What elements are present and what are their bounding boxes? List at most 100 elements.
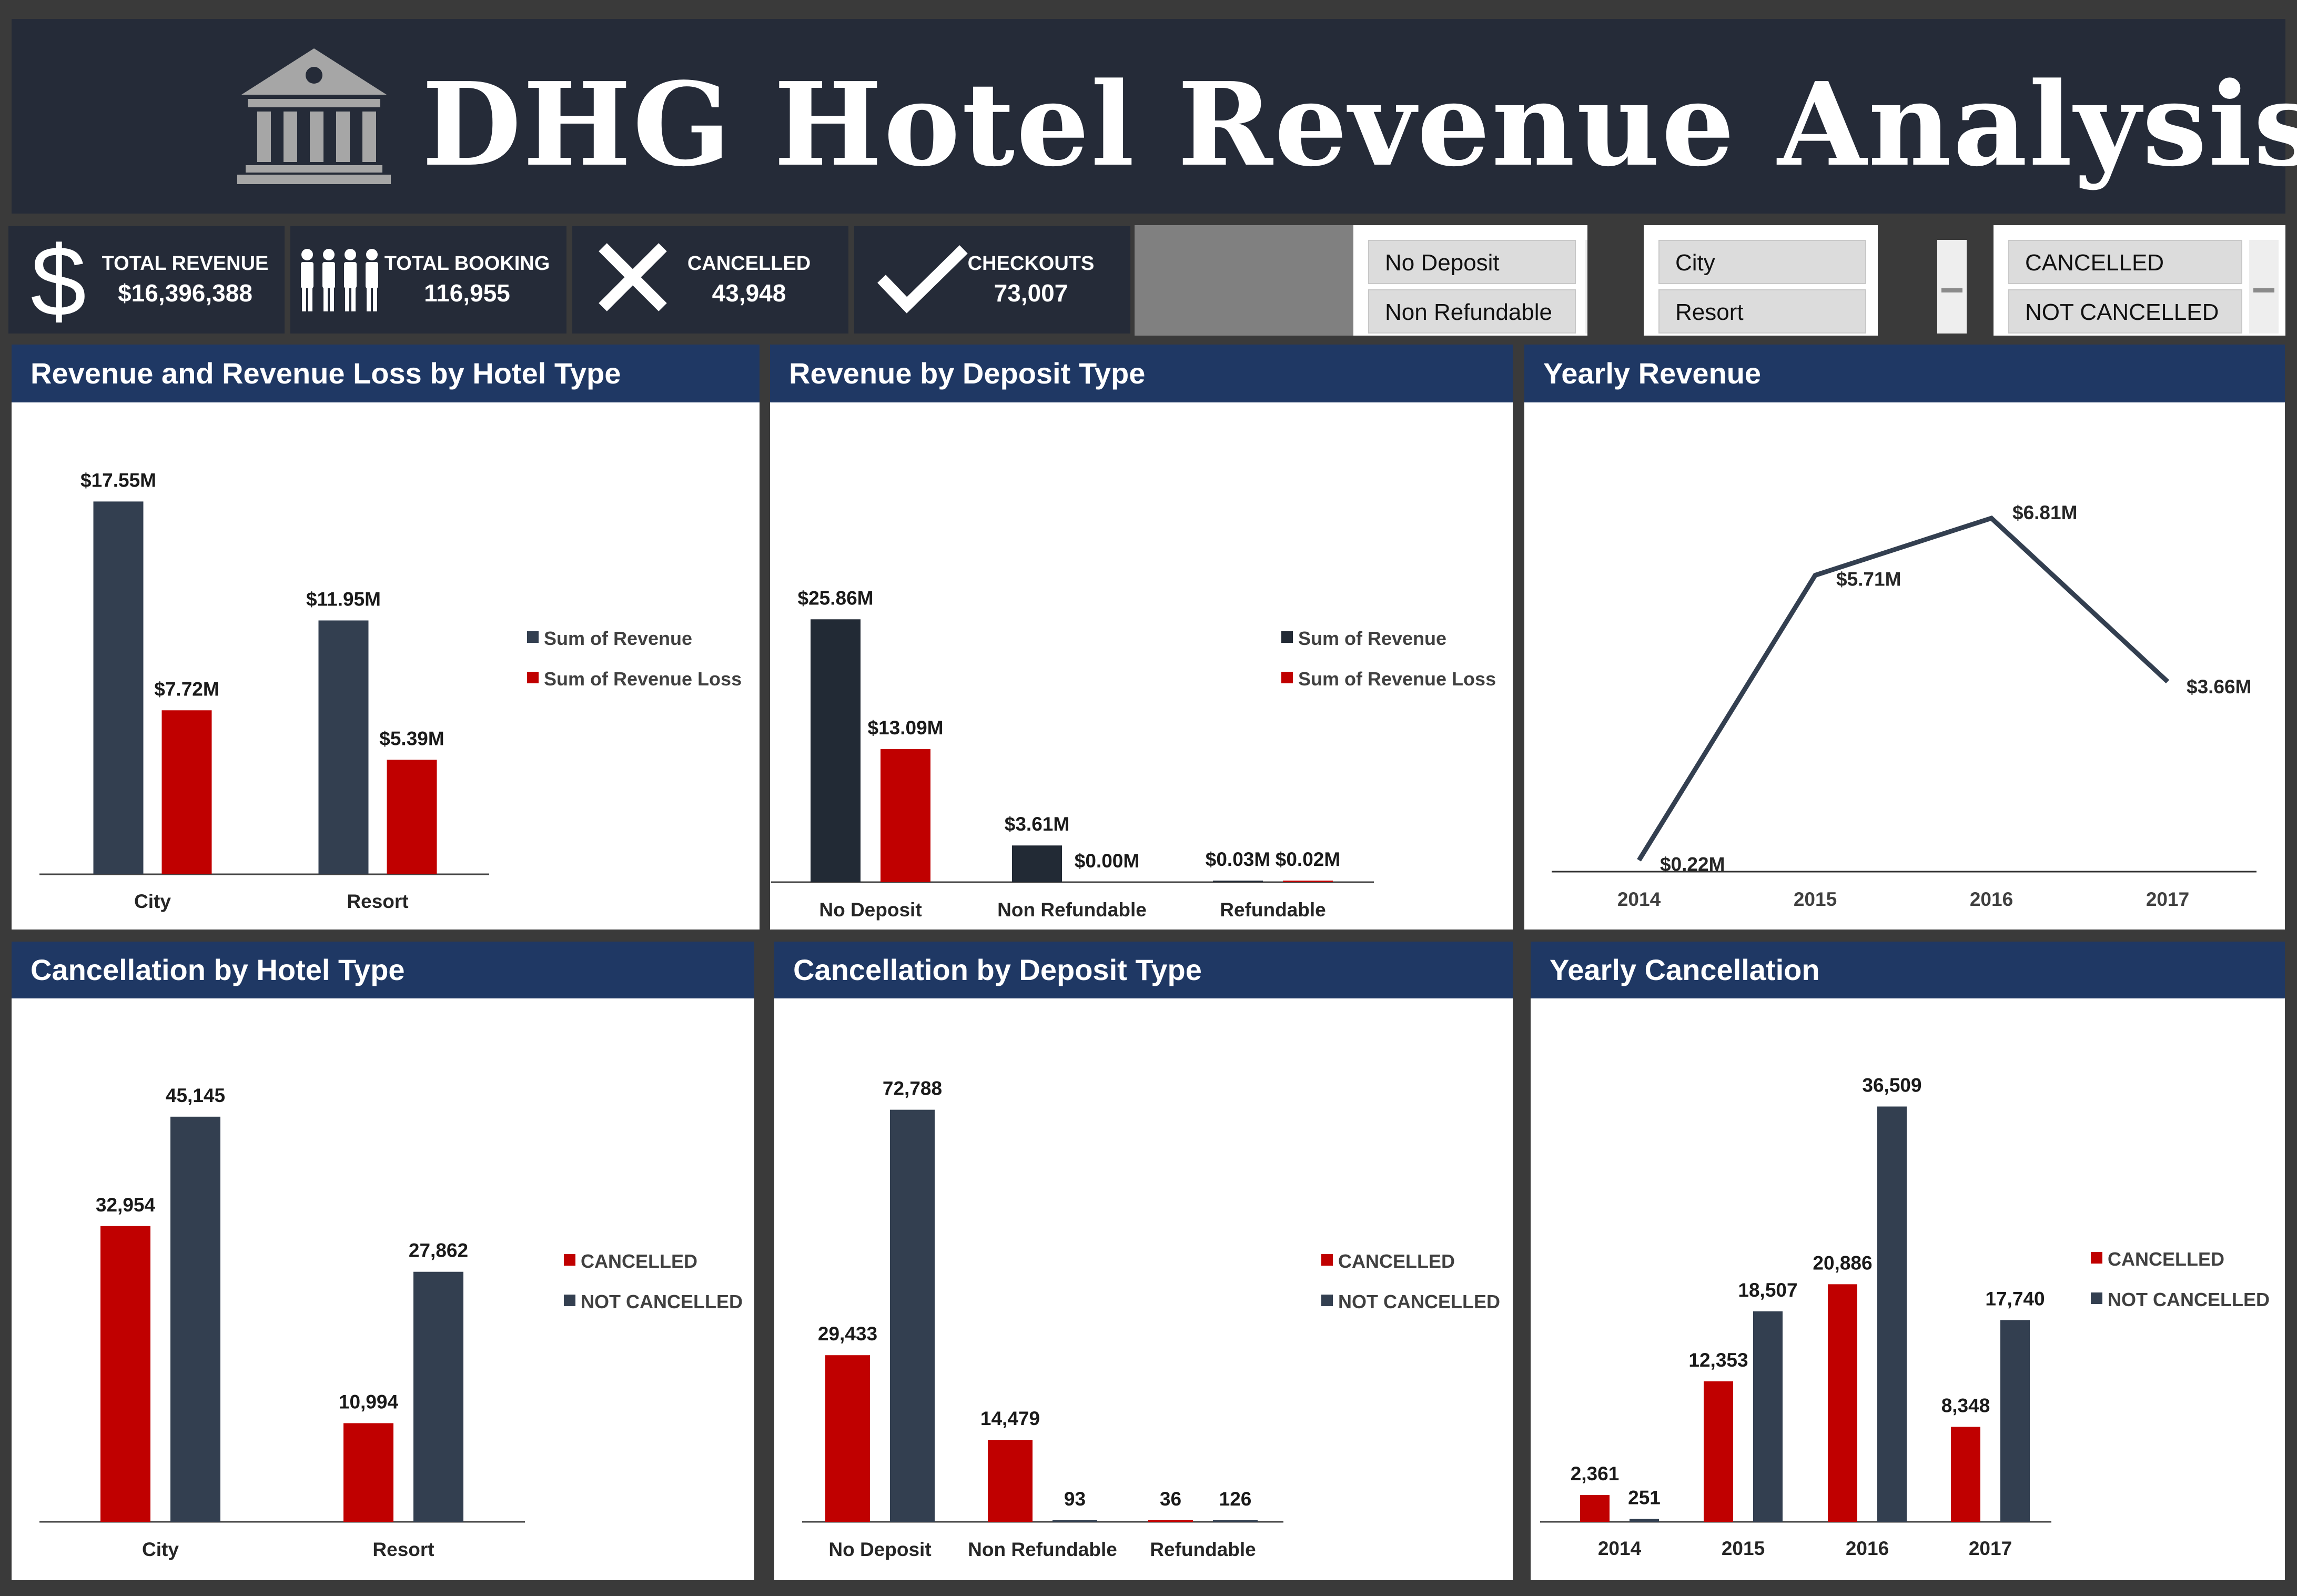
scrollbar-thumb[interactable]	[1941, 288, 1962, 292]
kpi-value: $16,396,388	[118, 279, 252, 307]
bar	[2000, 1320, 2030, 1522]
x-icon	[599, 243, 667, 311]
category-label: 2015	[1722, 1538, 1765, 1559]
legend-swatch	[1321, 1254, 1333, 1266]
data-label: $0.00M	[1075, 850, 1139, 872]
legend-label: NOT CANCELLED	[581, 1291, 743, 1312]
bar	[1213, 881, 1263, 882]
legend-swatch	[2091, 1252, 2102, 1264]
check-icon	[877, 245, 968, 314]
slicer-scrollbar[interactable]	[2249, 240, 2279, 334]
slicer-item[interactable]: Non Refundable	[1368, 289, 1576, 334]
category-label: No Deposit	[828, 1539, 931, 1560]
legend-label: CANCELLED	[2108, 1248, 2224, 1270]
slicer-item[interactable]: City	[1658, 240, 1866, 284]
category-label: Refundable	[1220, 899, 1325, 921]
data-label: $5.39M	[379, 728, 444, 749]
bar	[1753, 1311, 1783, 1522]
bar	[1828, 1284, 1857, 1522]
legend-label: CANCELLED	[581, 1250, 697, 1272]
data-label: $0.22M	[1660, 853, 1725, 875]
bar	[1213, 1520, 1258, 1522]
bar	[1012, 845, 1062, 882]
panel-yearly-cancellation	[1531, 942, 2285, 1580]
svg-text:$: $	[31, 238, 86, 327]
kpi-total-revenue: $ TOTAL REVENUE $16,396,388	[8, 226, 285, 334]
data-label: 93	[1064, 1488, 1086, 1510]
legend-label: NOT CANCELLED	[2108, 1289, 2270, 1310]
legend-label: Sum of Revenue	[544, 628, 692, 649]
data-label: $3.66M	[2187, 676, 2251, 698]
kpi-total-booking: TOTAL BOOKING 116,955	[290, 226, 566, 334]
slicer-scrollbar[interactable]	[1937, 240, 1967, 334]
kpi-value: 43,948	[712, 279, 786, 307]
bar	[881, 749, 930, 882]
data-label: 8,348	[1941, 1395, 1990, 1416]
legend-swatch	[1281, 672, 1293, 683]
category-label: 2017	[1969, 1538, 2012, 1559]
bar	[343, 1423, 393, 1522]
kpi-cancelled: CANCELLED 43,948	[572, 226, 848, 334]
bar	[318, 620, 369, 874]
data-label: 126	[1219, 1488, 1252, 1510]
bar	[387, 760, 437, 874]
category-label: 2016	[1846, 1538, 1889, 1559]
legend-label: Sum of Revenue Loss	[1298, 668, 1496, 690]
bar	[1704, 1381, 1733, 1522]
data-label: $6.81M	[2012, 502, 2077, 523]
slicer-item[interactable]: CANCELLED	[2008, 240, 2242, 284]
data-label: 18,507	[1738, 1279, 1797, 1301]
bar	[161, 710, 212, 874]
slicer-item[interactable]: NOT CANCELLED	[2008, 289, 2242, 334]
category-label: 2015	[1794, 888, 1837, 910]
data-label: 251	[1628, 1487, 1661, 1509]
bar	[1283, 881, 1333, 882]
kpi-value: 73,007	[994, 279, 1068, 307]
legend-swatch	[1281, 631, 1293, 643]
chart-title: Yearly Cancellation	[1531, 942, 2285, 998]
slicer-item[interactable]: Resort	[1658, 289, 1866, 334]
bar	[1580, 1494, 1610, 1522]
legend-swatch	[1321, 1295, 1333, 1306]
legend-swatch	[2091, 1292, 2102, 1304]
slicer-scrollbar[interactable]	[1585, 240, 1587, 334]
bar	[1877, 1106, 1907, 1522]
bar	[1148, 1520, 1193, 1522]
data-label: $11.95M	[306, 588, 381, 610]
chart-title: Yearly Revenue	[1524, 345, 2285, 402]
kpi-label: TOTAL REVENUE	[102, 252, 269, 275]
slicer-item[interactable]: No Deposit	[1368, 240, 1576, 284]
category-label: Refundable	[1150, 1539, 1256, 1560]
panel-yearly-revenue	[1524, 345, 2285, 930]
kpi-label: CANCELLED	[687, 252, 811, 275]
data-label: 29,433	[818, 1323, 877, 1345]
bar	[1951, 1427, 1980, 1522]
legend-swatch	[527, 672, 539, 683]
category-label: City	[134, 891, 171, 912]
category-label: Resort	[347, 891, 408, 912]
data-label: $25.86M	[798, 587, 874, 609]
kpi-label: TOTAL BOOKING	[384, 252, 550, 275]
bar	[811, 619, 861, 882]
category-label: City	[142, 1539, 179, 1560]
data-label: 17,740	[1985, 1288, 2045, 1309]
people-icon	[301, 249, 378, 311]
legend-swatch	[527, 631, 539, 643]
slicer-empty-area	[1135, 225, 1353, 336]
legend-label: Sum of Revenue	[1298, 628, 1446, 649]
category-label: Resort	[372, 1539, 434, 1560]
data-label: 2,361	[1571, 1463, 1620, 1484]
dashboard-header: DHG Hotel Revenue Analysis	[12, 19, 2297, 214]
bar	[170, 1116, 220, 1522]
category-label: 2016	[1970, 888, 2013, 910]
chart-title: Cancellation by Deposit Type	[774, 942, 1513, 998]
data-label: $13.09M	[868, 717, 944, 739]
data-label: 72,788	[883, 1078, 942, 1099]
data-label: $0.03M	[1206, 848, 1270, 870]
data-label: 32,954	[96, 1194, 156, 1216]
data-label: 14,479	[980, 1408, 1040, 1429]
data-label: $3.61M	[1005, 813, 1069, 835]
chart-title: Cancellation by Hotel Type	[12, 942, 754, 998]
chart-title: Revenue and Revenue Loss by Hotel Type	[12, 345, 760, 402]
legend-swatch	[564, 1295, 575, 1306]
